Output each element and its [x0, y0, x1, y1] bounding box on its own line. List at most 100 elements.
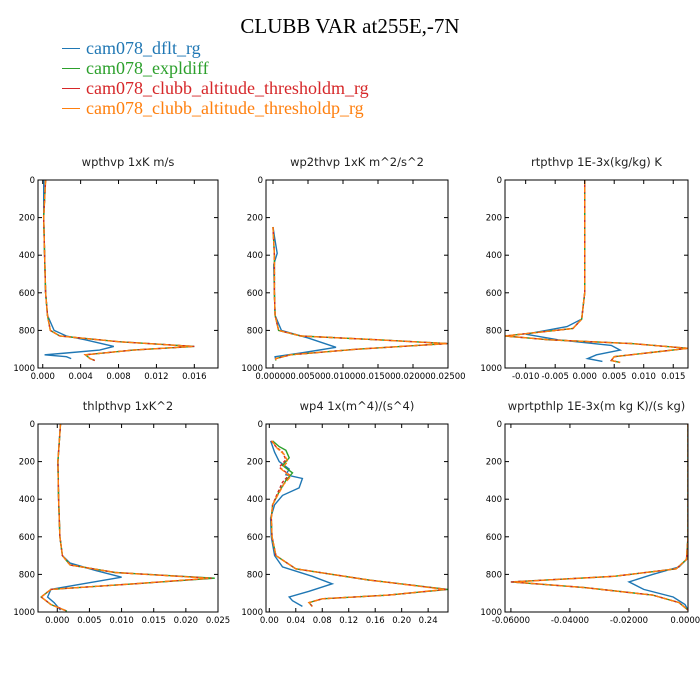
y-tick-label: 400 — [486, 495, 502, 505]
panel-title: wprtpthlp 1E-3x(m kg K)/(s kg) — [508, 399, 686, 413]
series-line-2 — [42, 180, 195, 362]
legend-entry-dflt: cam078_dflt_rg — [62, 38, 369, 58]
series-line-1 — [272, 226, 337, 361]
y-tick-label: 0 — [258, 176, 263, 186]
series-line-2 — [510, 424, 688, 611]
series-line-2 — [40, 424, 215, 612]
x-tick-label: 0.20 — [392, 616, 411, 626]
series-line-4 — [505, 180, 688, 364]
y-tick-label: 1000 — [480, 364, 502, 374]
series-line-2 — [270, 440, 448, 607]
x-tick-label: 0.16 — [366, 616, 385, 626]
x-tick-label: 0.015 — [142, 616, 166, 626]
x-tick-label: 0.008 — [106, 372, 130, 382]
plot-frame — [37, 423, 219, 613]
figure-title: CLUBB VAR at255E,-7N — [240, 14, 460, 38]
legend-swatch — [62, 67, 80, 69]
plot-frame — [504, 179, 689, 369]
y-tick-label: 800 — [486, 326, 502, 336]
y-tick-label: 1000 — [13, 364, 35, 374]
y-tick-label: 1000 — [480, 608, 502, 618]
panel-3: rtpthvp 1E-3x(kg/kg) K02004006008001000-… — [480, 155, 689, 382]
y-tick-label: 200 — [19, 214, 35, 224]
x-tick-label: 0.005 — [602, 372, 626, 382]
series-line-3 — [270, 440, 447, 607]
x-tick-label: 0.01500 — [360, 372, 395, 382]
x-tick-label: 0.00000 — [255, 372, 290, 382]
x-tick-label: 0.010 — [109, 616, 133, 626]
y-tick-label: 600 — [247, 289, 263, 299]
panel-title: wp4 1x(m^4)/(s^4) — [300, 399, 415, 413]
series-line-1 — [43, 180, 114, 360]
x-tick-label: 0.24 — [419, 616, 438, 626]
series-line-3 — [40, 424, 212, 612]
y-tick-label: 800 — [19, 326, 35, 336]
y-tick-label: 0 — [30, 176, 35, 186]
legend-label: cam078_clubb_altitude_thresholdm_rg — [86, 78, 369, 98]
y-tick-label: 400 — [19, 251, 35, 261]
x-tick-label: -0.010 — [512, 372, 539, 382]
legend-swatch — [62, 87, 80, 89]
y-tick-label: 0 — [30, 420, 35, 430]
x-tick-label: 0.000 — [31, 372, 55, 382]
plot-frame — [265, 423, 449, 613]
legend-label: cam078_expldiff — [86, 58, 209, 78]
x-tick-label: 0.08 — [313, 616, 332, 626]
y-tick-label: 800 — [247, 570, 263, 580]
x-tick-label: 0.04 — [286, 616, 305, 626]
panel-4: thlpthvp 1xK^2 0 200 400 600 800 1000 0.000 0.00… — [13, 399, 230, 626]
x-tick-label: 0.025 — [206, 616, 230, 626]
x-tick-label: 0.015 — [661, 372, 685, 382]
legend: cam078_dflt_rg cam078_expldiff cam078_cl… — [62, 38, 369, 118]
y-tick-label: 600 — [247, 533, 263, 543]
y-tick-label: 600 — [486, 533, 502, 543]
legend-swatch — [62, 107, 80, 109]
y-tick-label: 400 — [19, 495, 35, 505]
series-line-4 — [40, 424, 209, 612]
y-tick-label: 1000 — [241, 364, 263, 374]
panel-6: wprtpthlp 1E-3x(m kg K)/(s kg) 0 200 400 600… — [480, 399, 700, 626]
x-tick-label: 0.02500 — [430, 372, 465, 382]
x-tick-label: -0.04000 — [551, 616, 589, 626]
y-tick-label: 600 — [19, 533, 35, 543]
y-tick-label: 200 — [486, 214, 502, 224]
y-tick-label: 400 — [247, 495, 263, 505]
x-tick-label: 0.010 — [632, 372, 656, 382]
plot-frame — [37, 179, 219, 369]
series-line-4 — [513, 424, 688, 611]
legend-label: cam078_dflt_rg — [86, 38, 201, 58]
y-tick-label: 0 — [497, 176, 502, 186]
x-tick-label: -0.06000 — [492, 616, 530, 626]
legend-entry-thresholdp: cam078_clubb_altitude_thresholdp_rg — [62, 98, 369, 118]
plot-frame — [265, 179, 449, 369]
y-tick-label: 400 — [486, 251, 502, 261]
x-tick-label: 0.02000 — [395, 372, 430, 382]
y-tick-label: 800 — [247, 326, 263, 336]
y-tick-label: 800 — [19, 570, 35, 580]
y-tick-label: 0 — [258, 420, 263, 430]
x-tick-label: 0.020 — [174, 616, 198, 626]
x-tick-label: -0.005 — [541, 372, 568, 382]
y-tick-label: 800 — [486, 570, 502, 580]
x-tick-label: 0.000 — [573, 372, 597, 382]
y-tick-label: 600 — [19, 289, 35, 299]
x-tick-label: 0.12 — [339, 616, 358, 626]
x-tick-label: 0.000 — [45, 616, 69, 626]
series-line-4 — [42, 180, 193, 362]
x-tick-label: 0.005 — [77, 616, 101, 626]
panel-title: wpthvp 1xK m/s — [82, 155, 175, 169]
series-line-1 — [627, 424, 688, 611]
series-line-3 — [42, 180, 195, 362]
x-tick-label: 0.012 — [144, 372, 168, 382]
x-tick-label: 0.01000 — [325, 372, 360, 382]
y-tick-label: 0 — [497, 420, 502, 430]
y-tick-label: 400 — [247, 251, 263, 261]
legend-entry-expldiff: cam078_expldiff — [62, 58, 369, 78]
y-tick-label: 1000 — [13, 608, 35, 618]
x-tick-label: 0.016 — [182, 372, 206, 382]
series-line-2 — [272, 226, 448, 361]
